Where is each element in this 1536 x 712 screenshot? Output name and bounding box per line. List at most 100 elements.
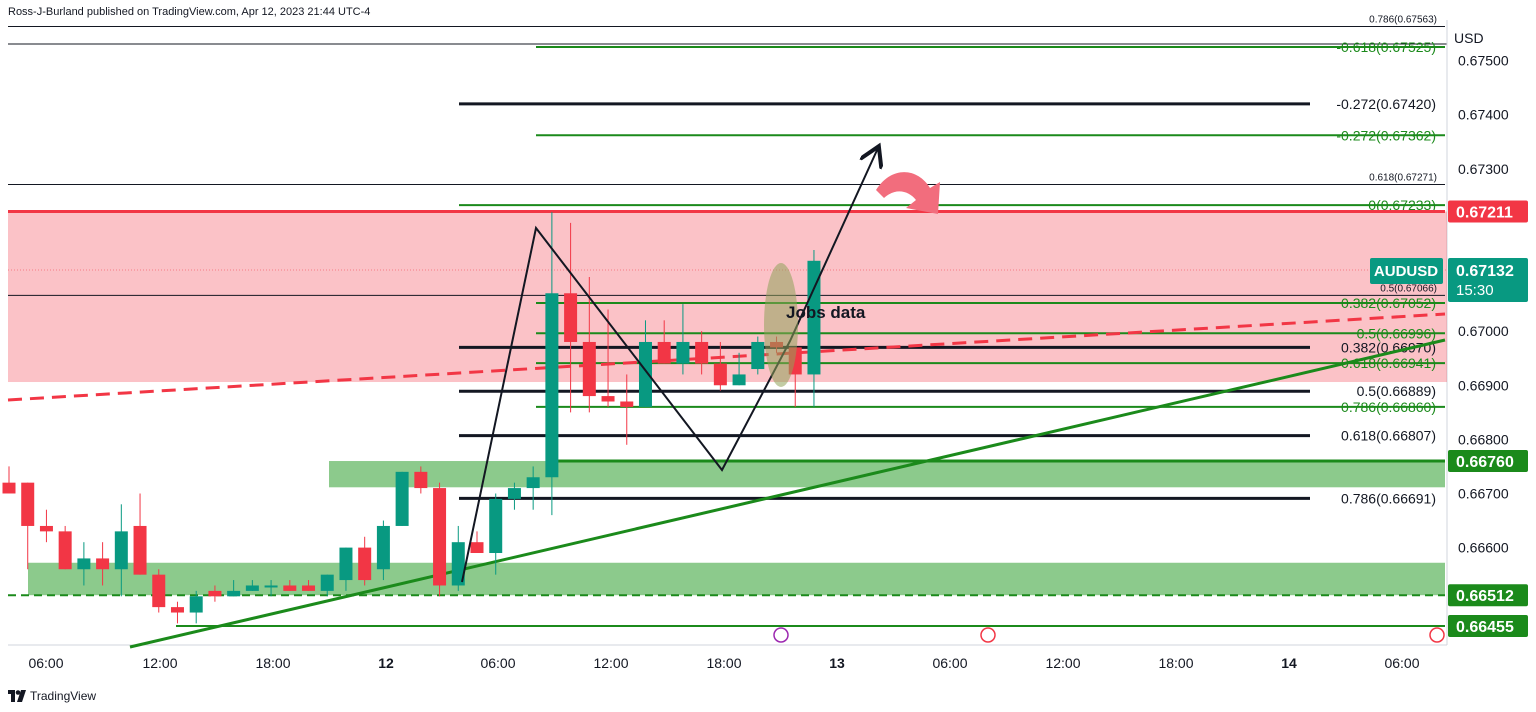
candle-body[interactable]: [189, 596, 203, 613]
price-tag: [1448, 450, 1528, 473]
candle-body[interactable]: [152, 574, 166, 608]
candle-body[interactable]: [414, 471, 428, 489]
candle-body[interactable]: [114, 531, 128, 570]
currency-label: USD: [1454, 30, 1484, 46]
us-economic-event-icon[interactable]: [1429, 627, 1445, 643]
support-zone-upper[interactable]: [329, 461, 1445, 488]
earnings-event-icon[interactable]: [773, 627, 789, 643]
candle-body[interactable]: [713, 363, 727, 386]
x-tick-label: 12: [378, 655, 394, 671]
candle-body[interactable]: [620, 401, 634, 407]
candle-body[interactable]: [227, 590, 241, 597]
fib-level-label: 0.786(0.66691): [1341, 490, 1436, 506]
y-tick-label: 0.67500: [1458, 53, 1509, 69]
candle-body[interactable]: [564, 293, 578, 342]
support-zone-lower[interactable]: [28, 562, 1445, 596]
candle-body[interactable]: [320, 574, 334, 591]
candle-body[interactable]: [433, 488, 447, 586]
us-economic-event-icon[interactable]: [980, 627, 996, 643]
fib-level-label: -0.618(0.67525): [1336, 39, 1436, 55]
x-tick-label: 13: [829, 655, 845, 671]
green-trendline[interactable]: [129, 338, 1446, 649]
candle-body[interactable]: [96, 558, 110, 570]
candle-body[interactable]: [245, 585, 259, 591]
tradingview-brand-label: TradingView: [30, 689, 97, 703]
candle-body[interactable]: [376, 525, 390, 570]
y-tick-label: 0.67400: [1458, 107, 1509, 123]
candle-body[interactable]: [507, 488, 521, 499]
jobs-data-annotation: Jobs data: [786, 303, 866, 322]
candle-body[interactable]: [264, 585, 278, 588]
fib-level-label: 0.618(0.66941): [1341, 355, 1436, 371]
candle-body[interactable]: [77, 558, 91, 570]
y-tick-label: 0.67300: [1458, 161, 1509, 177]
candle-body[interactable]: [451, 542, 465, 586]
candle-body[interactable]: [358, 547, 372, 581]
candle-body[interactable]: [133, 525, 147, 575]
publisher-caption: Ross-J-Burland published on TradingView.…: [8, 6, 371, 18]
candle-body[interactable]: [526, 477, 540, 489]
y-tick-label: 0.67000: [1458, 323, 1509, 339]
candle-body[interactable]: [695, 341, 709, 364]
y-tick-label: 0.66900: [1458, 377, 1509, 393]
candle-body[interactable]: [582, 341, 596, 397]
x-tick-label: 18:00: [706, 655, 741, 671]
x-tick-label: 06:00: [1384, 655, 1419, 671]
candle-body[interactable]: [807, 260, 821, 375]
red-dashed-trendline[interactable]: [7, 312, 1446, 402]
projection-path[interactable]: [461, 148, 878, 583]
bar-countdown-label: 15:30: [1456, 282, 1494, 299]
candle-body[interactable]: [545, 293, 559, 478]
y-tick-label: 0.66800: [1458, 431, 1509, 447]
symbol-tag[interactable]: [1370, 258, 1443, 284]
candle-body[interactable]: [302, 585, 316, 591]
candle-body[interactable]: [170, 607, 184, 613]
candle-body[interactable]: [657, 341, 671, 364]
fib-level-label: 0.5(0.66996): [1357, 325, 1436, 341]
reversal-arrow-icon[interactable]: [876, 172, 940, 214]
price-tag-label: 0.67211: [1456, 205, 1513, 222]
price-tag: [1448, 615, 1528, 638]
candle-body[interactable]: [470, 542, 484, 554]
price-tag: [1448, 200, 1528, 223]
fib-level-label: -0.272(0.67362): [1336, 127, 1436, 143]
candle-body[interactable]: [638, 341, 652, 407]
fib-level-label: 0.382(0.67052): [1341, 295, 1436, 311]
x-tick-label: 12:00: [142, 655, 177, 671]
fib-level-label: 0.618(0.66807): [1341, 428, 1436, 444]
x-tick-label: 06:00: [932, 655, 967, 671]
candle-body[interactable]: [751, 341, 765, 370]
price-tag: [1448, 584, 1528, 607]
x-tick-label: 14: [1281, 655, 1297, 671]
y-tick-label: 0.66600: [1458, 540, 1509, 556]
resistance-zone[interactable]: [8, 211, 1447, 383]
symbol-tag-label: AUDUSD: [1374, 263, 1438, 280]
candle-body[interactable]: [58, 531, 72, 570]
tradingview-brand[interactable]: TradingView: [8, 689, 96, 703]
x-tick-label: 12:00: [593, 655, 628, 671]
candle-body[interactable]: [208, 590, 222, 597]
candle-body[interactable]: [283, 585, 297, 591]
x-tick-label: 06:00: [28, 655, 63, 671]
price-tag-label: 0.66455: [1456, 619, 1514, 636]
jobs-data-highlight[interactable]: [764, 263, 798, 387]
candle-body[interactable]: [339, 547, 353, 581]
fib-level-label: 0.618(0.67271): [1369, 173, 1437, 184]
price-tag-label: 0.66512: [1456, 588, 1514, 605]
fib-level-label: 0.786(0.67563): [1369, 14, 1437, 25]
candle-body[interactable]: [395, 471, 409, 526]
x-tick-label: 18:00: [1158, 655, 1193, 671]
candle-body[interactable]: [676, 341, 690, 364]
candle-body[interactable]: [732, 374, 746, 386]
x-tick-label: 18:00: [255, 655, 290, 671]
fib-level-label: -0.272(0.67420): [1336, 96, 1436, 112]
fib-level-label: 0.5(0.66889): [1357, 383, 1436, 399]
candle-body[interactable]: [21, 482, 35, 526]
candle-body[interactable]: [2, 482, 16, 494]
candle-body[interactable]: [39, 525, 53, 532]
fib-level-label: 0(0.67233): [1368, 197, 1436, 213]
candle-body[interactable]: [489, 498, 503, 554]
fib-level-label: 0.382(0.66970): [1341, 339, 1436, 355]
candle-body[interactable]: [601, 396, 615, 402]
